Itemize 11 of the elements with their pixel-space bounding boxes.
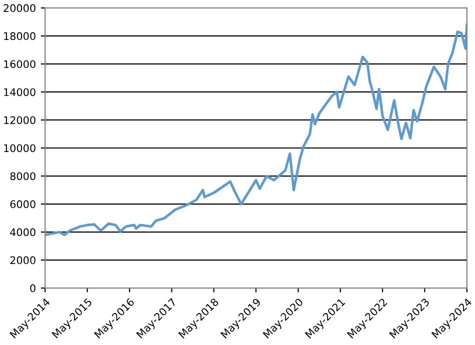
- y-tick-label: 4000: [10, 228, 36, 236]
- y-tick-label: 2000: [10, 256, 36, 264]
- y-tick-label: 18000: [4, 32, 36, 40]
- y-tick-label: 10000: [4, 144, 36, 152]
- y-tick-label: 8000: [10, 172, 36, 180]
- y-tick-label: 16000: [4, 60, 36, 68]
- y-tick-label: 6000: [10, 200, 36, 208]
- y-tick-label: 12000: [4, 116, 36, 124]
- y-tick-label: 20000: [4, 4, 36, 12]
- y-tick-label: 14000: [4, 88, 36, 96]
- y-tick-label: 0: [30, 284, 36, 292]
